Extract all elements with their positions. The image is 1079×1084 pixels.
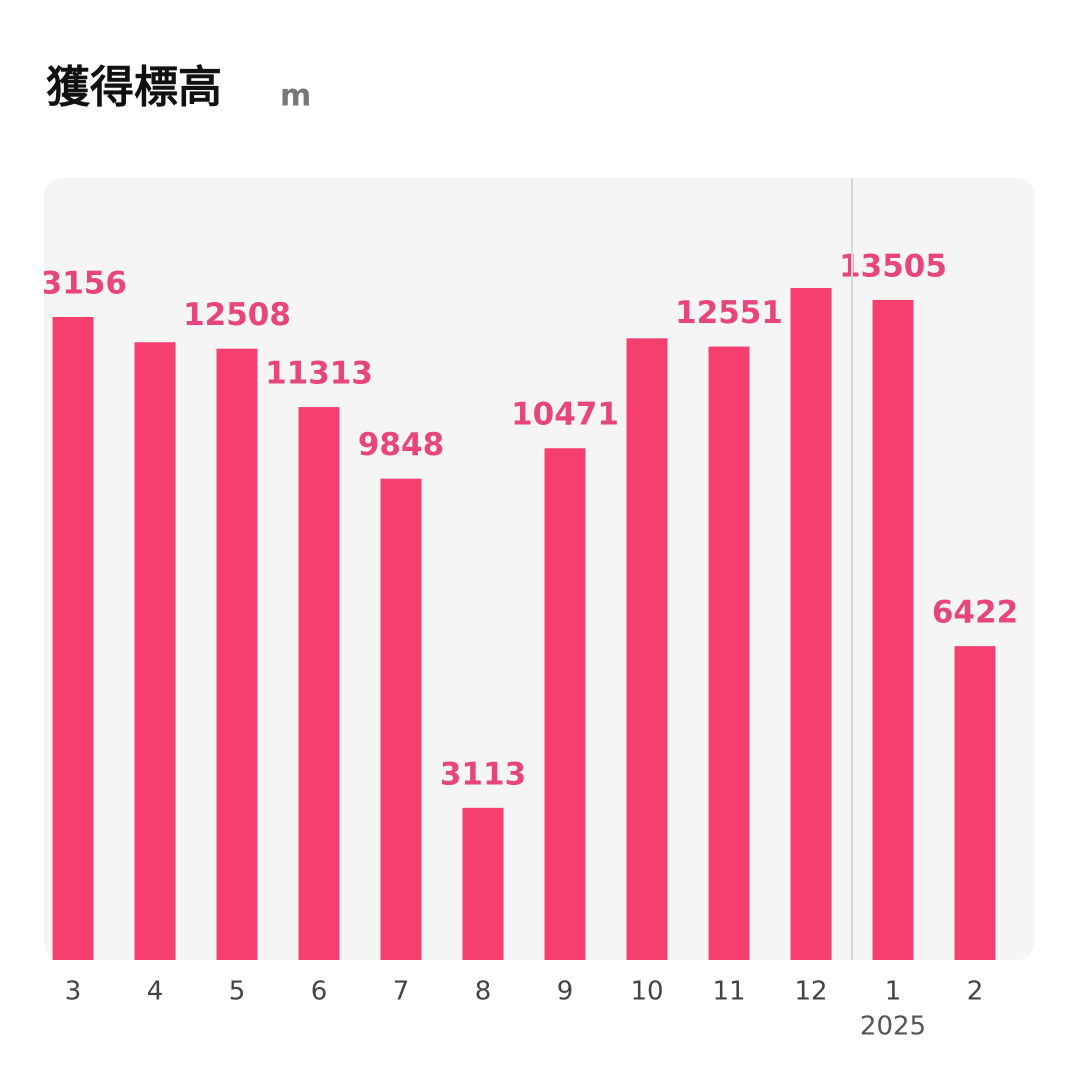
bar [380, 478, 422, 960]
x-tick-label: 5 [229, 977, 246, 1007]
value-labels: 13156 12508 11313 9848 3113 10471 12551 13505 64… [19, 248, 1018, 792]
bar [626, 338, 668, 960]
unit-label: m [280, 79, 311, 114]
bar [298, 407, 340, 960]
data-label: 12551 [675, 295, 783, 331]
x-tick-label: 4 [147, 977, 164, 1007]
chart-title: 獲得標高 [46, 62, 222, 113]
data-label: 10471 [511, 397, 619, 433]
data-label: 3113 [440, 756, 526, 792]
data-label: 11313 [265, 356, 373, 392]
plot-area [44, 178, 1035, 960]
bar [52, 317, 94, 960]
bar [216, 348, 258, 960]
x-tick-label: 11 [712, 977, 745, 1007]
bar [790, 287, 832, 960]
data-label: 13505 [839, 248, 947, 284]
bar [462, 807, 504, 960]
bar [134, 342, 176, 961]
x-tick-label: 6 [311, 977, 328, 1007]
x-tick-label: 8 [475, 977, 492, 1007]
bar [544, 448, 586, 960]
x-tick-label: 9 [557, 977, 574, 1007]
x-tick-label: 3 [65, 977, 82, 1007]
x-tick-label: 10 [630, 977, 663, 1007]
data-label: 13156 [19, 266, 127, 302]
x-tick-label: 7 [393, 977, 410, 1007]
data-label: 6422 [932, 595, 1018, 631]
x-sublabel: 2025 [860, 1012, 926, 1042]
x-tick-label: 12 [794, 977, 827, 1007]
x-tick-label: 1 [885, 977, 902, 1007]
bar [954, 646, 996, 960]
data-label: 12508 [183, 297, 291, 333]
bar [708, 346, 750, 960]
bar [872, 299, 914, 960]
x-tick-label: 2 [967, 977, 984, 1007]
data-label: 9848 [358, 427, 444, 463]
